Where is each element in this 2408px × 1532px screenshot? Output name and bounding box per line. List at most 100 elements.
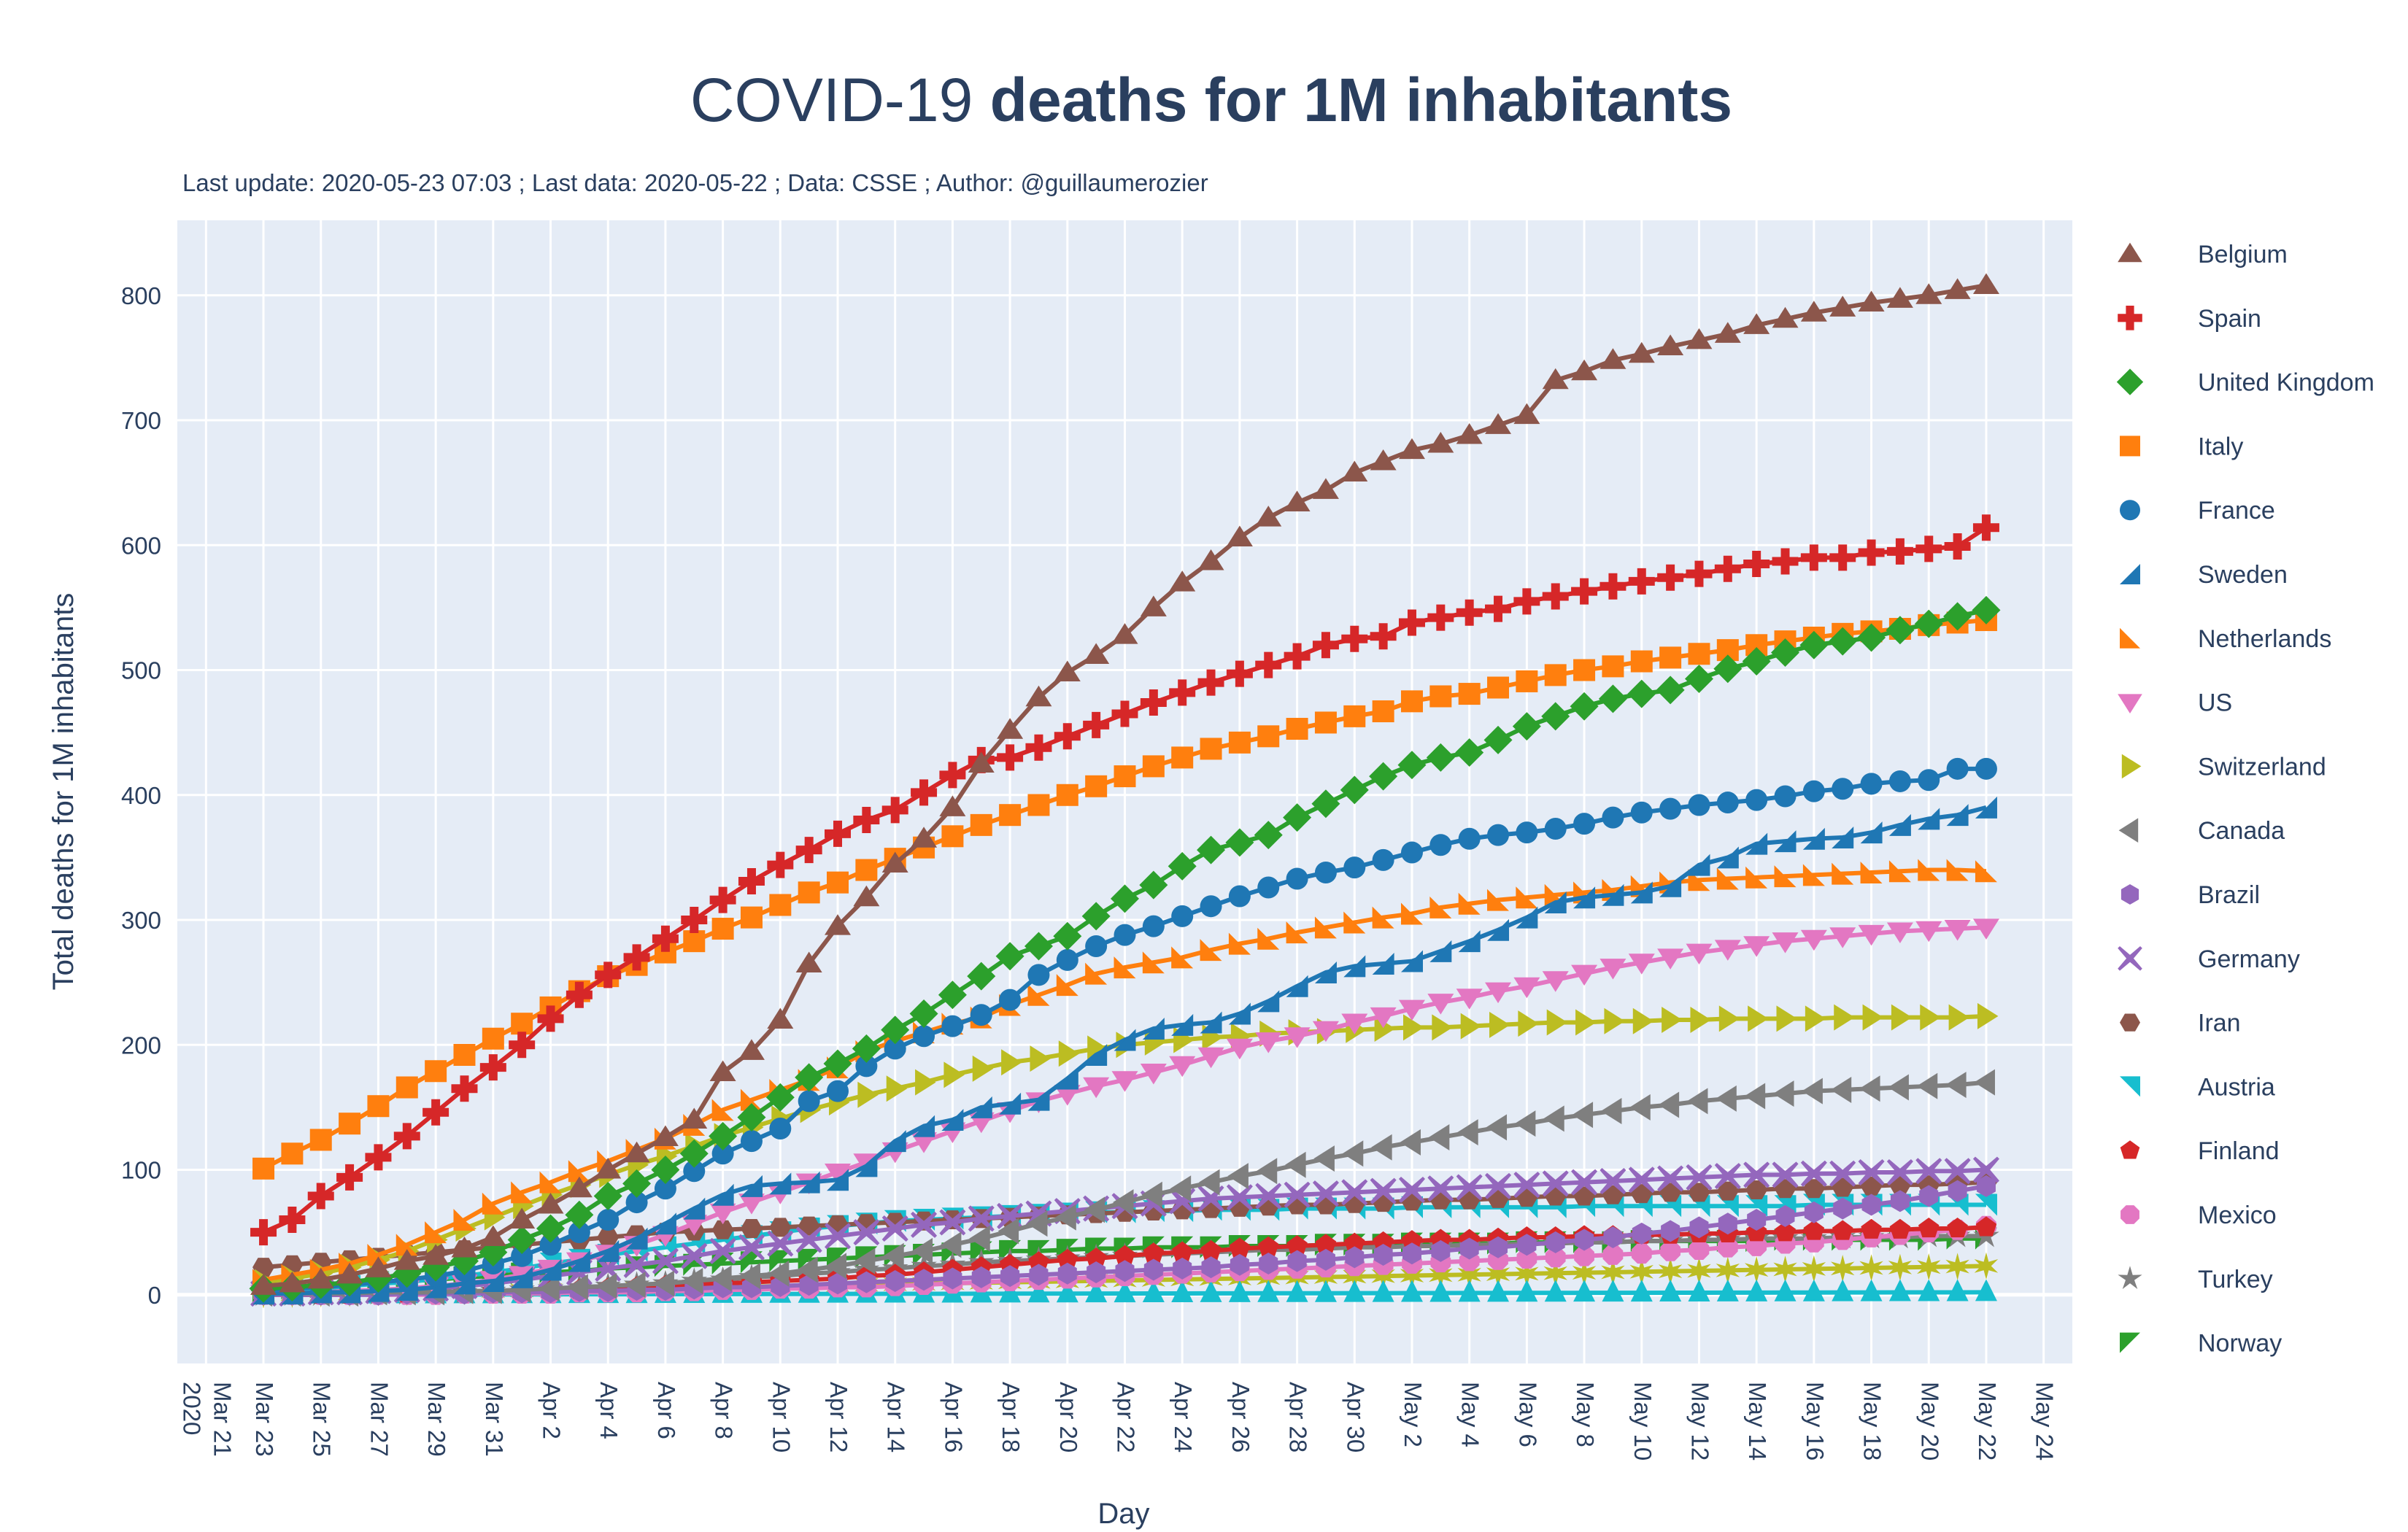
legend-item-austria[interactable]: Austria bbox=[2120, 1073, 2275, 1101]
data-point bbox=[767, 851, 794, 878]
legend-item-brazil[interactable]: Brazil bbox=[2120, 881, 2260, 909]
data-point bbox=[1027, 1280, 1050, 1303]
data-point bbox=[1400, 950, 1423, 972]
x-tick-label: May 8 bbox=[1572, 1382, 1599, 1447]
legend-marker-icon bbox=[2118, 818, 2139, 843]
legend-item-canada[interactable]: Canada bbox=[2118, 817, 2285, 845]
legend-item-france[interactable]: France bbox=[2120, 497, 2275, 525]
data-point bbox=[1485, 982, 1512, 1004]
legend-label: Spain bbox=[2198, 305, 2261, 333]
data-point bbox=[1199, 1169, 1220, 1196]
data-point bbox=[511, 1266, 533, 1288]
legend-item-switzerland[interactable]: Switzerland bbox=[2121, 753, 2326, 781]
data-point bbox=[1397, 751, 1427, 780]
series-belgium[interactable] bbox=[250, 273, 1999, 1295]
legend-label: Norway bbox=[2198, 1330, 2282, 1358]
data-point bbox=[1487, 676, 1510, 699]
data-point bbox=[252, 1157, 275, 1180]
data-point bbox=[681, 1107, 708, 1129]
data-point bbox=[1660, 1241, 1680, 1261]
legend-label: Netherlands bbox=[2198, 625, 2331, 653]
data-point bbox=[1602, 1185, 1624, 1204]
legend-item-finland[interactable]: Finland bbox=[2120, 1137, 2280, 1165]
legend-item-germany[interactable]: Germany bbox=[2118, 945, 2300, 973]
data-point bbox=[1114, 1029, 1136, 1051]
data-point bbox=[1886, 922, 1913, 943]
data-point bbox=[1918, 1218, 1940, 1238]
data-point bbox=[1400, 902, 1423, 925]
legend-marker-icon bbox=[2121, 754, 2142, 779]
data-point bbox=[1804, 1201, 1824, 1223]
series-spain[interactable] bbox=[250, 514, 1999, 1246]
x-tick-label: Apr 10 bbox=[768, 1382, 795, 1452]
data-point bbox=[1571, 1169, 1598, 1196]
data-point bbox=[1972, 918, 1999, 940]
x-tick-label: Apr 16 bbox=[940, 1382, 967, 1452]
data-point bbox=[1886, 287, 1913, 308]
data-point bbox=[1657, 948, 1684, 970]
data-point bbox=[738, 1039, 765, 1060]
legend-item-united-kingdom[interactable]: United Kingdom bbox=[2116, 368, 2374, 397]
data-point bbox=[1745, 1195, 1768, 1218]
legend-item-turkey[interactable]: Turkey bbox=[2118, 1266, 2273, 1293]
data-point bbox=[1284, 1181, 1311, 1208]
legend-item-netherlands[interactable]: Netherlands bbox=[2120, 625, 2331, 653]
data-point bbox=[1889, 1218, 1911, 1239]
data-point bbox=[1657, 334, 1684, 355]
data-point bbox=[1169, 570, 1196, 592]
legend-item-italy[interactable]: Italy bbox=[2120, 433, 2243, 460]
data-point bbox=[1341, 1013, 1368, 1034]
data-point bbox=[1518, 1010, 1539, 1037]
series-canada[interactable] bbox=[251, 1069, 1995, 1307]
data-point bbox=[1314, 711, 1337, 734]
data-point bbox=[1743, 550, 1770, 577]
legend-item-spain[interactable]: Spain bbox=[2118, 305, 2261, 333]
data-point bbox=[1916, 1072, 1938, 1099]
data-point bbox=[1858, 290, 1885, 312]
data-point bbox=[852, 1034, 881, 1063]
legend-item-norway[interactable]: Norway bbox=[2120, 1330, 2282, 1358]
data-point bbox=[453, 1043, 476, 1066]
data-point bbox=[1259, 1252, 1278, 1274]
series-sweden[interactable] bbox=[252, 796, 1997, 1305]
data-point bbox=[1714, 940, 1741, 961]
data-point bbox=[1142, 1018, 1165, 1040]
data-point bbox=[1888, 770, 1911, 792]
data-point bbox=[1918, 859, 1940, 881]
data-point bbox=[1171, 1241, 1193, 1261]
series-united-kingdom[interactable] bbox=[249, 595, 2001, 1303]
legend-item-belgium[interactable]: Belgium bbox=[2118, 241, 2288, 268]
data-point bbox=[941, 1109, 964, 1131]
data-point bbox=[1114, 1280, 1136, 1303]
x-tick-label: Apr 6 bbox=[653, 1382, 680, 1439]
data-point bbox=[1888, 1279, 1911, 1301]
legend-item-mexico[interactable]: Mexico bbox=[2120, 1202, 2277, 1229]
data-point bbox=[507, 1225, 536, 1254]
data-point bbox=[1630, 1280, 1653, 1302]
data-point bbox=[1170, 1175, 1192, 1202]
data-point bbox=[1917, 1253, 1941, 1281]
legend-label: Austria bbox=[2198, 1073, 2275, 1101]
data-point bbox=[881, 1015, 910, 1045]
data-point bbox=[1944, 920, 1971, 941]
legend-item-sweden[interactable]: Sweden bbox=[2120, 561, 2288, 589]
data-point bbox=[1684, 665, 1713, 694]
legend-item-iran[interactable]: Iran bbox=[2120, 1010, 2241, 1037]
data-point bbox=[1858, 539, 1885, 566]
data-point bbox=[1545, 1247, 1566, 1268]
data-point bbox=[1886, 538, 1913, 565]
data-point bbox=[941, 825, 964, 848]
series-netherlands[interactable] bbox=[252, 859, 1997, 1291]
data-point bbox=[395, 1234, 418, 1256]
data-point bbox=[1543, 1259, 1567, 1288]
data-point bbox=[881, 797, 908, 824]
data-point bbox=[827, 1080, 849, 1102]
data-point bbox=[1114, 924, 1136, 946]
legend-label: France bbox=[2198, 497, 2275, 525]
data-point bbox=[1542, 1170, 1569, 1197]
data-point bbox=[1772, 1161, 1799, 1188]
data-point bbox=[565, 1200, 594, 1229]
y-tick-labels: 0 100 200 300 400 500 600 700 800 bbox=[121, 282, 161, 1309]
data-point bbox=[1772, 932, 1799, 953]
legend-item-us[interactable]: US bbox=[2118, 689, 2232, 717]
